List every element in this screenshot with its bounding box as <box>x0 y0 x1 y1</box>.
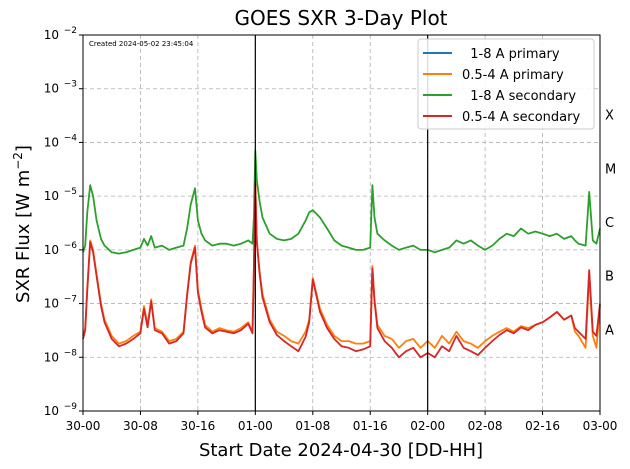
plot-frame <box>82 34 601 412</box>
y-tick-label: 10 <box>44 404 59 418</box>
y-tick-label: 10 <box>44 297 59 311</box>
flare-class-label: A <box>605 323 614 338</box>
y-tick-exponent: −4 <box>64 133 78 143</box>
y-tick-label: 10 <box>44 135 59 149</box>
legend: 1-8 A primary 0.5-4 A primary 1-8 A secon… <box>417 38 595 130</box>
x-tick-label: 30-08 <box>123 419 158 433</box>
flare-class-label: M <box>605 162 616 177</box>
legend-label: 1-8 A secondary <box>462 89 576 104</box>
y-axis-label: SXR Flux [W m−2] <box>11 145 34 303</box>
series-line-1 <box>82 181 601 349</box>
y-tick-exponent: −6 <box>64 241 78 251</box>
legend-label: 1-8 A primary <box>462 47 560 62</box>
x-tick-label: 02-16 <box>525 419 560 433</box>
legend-box <box>417 38 595 130</box>
x-tick-label: 02-08 <box>468 419 503 433</box>
series-line-3 <box>82 182 601 359</box>
y-tick-exponent: −3 <box>64 80 77 90</box>
y-tick-label: 10 <box>44 28 59 42</box>
x-tick-label: 01-08 <box>295 419 330 433</box>
flare-class-label: B <box>605 270 614 285</box>
y-axis-label-main: SXR Flux [W m <box>13 170 34 303</box>
y-tick-label: 10 <box>44 243 59 257</box>
chart-title: GOES SXR 3-Day Plot <box>234 6 447 30</box>
y-axis-ticks: 10 −9 10 −8 10 −7 10 −6 10 −5 10 −4 10 −3 10 −2 <box>44 26 83 418</box>
y-tick-exponent: −9 <box>64 402 78 412</box>
x-tick-label: 03-00 <box>583 419 618 433</box>
x-axis-label: Start Date 2024-04-30 [DD-HH] <box>199 440 483 461</box>
legend-label: 0.5-4 A secondary <box>462 110 580 125</box>
x-axis-ticks: 30-00 30-08 30-16 01-00 01-08 01-16 02-00 02-08… <box>66 411 618 433</box>
created-timestamp: Created 2024-05-02 23:45:04 <box>89 40 194 48</box>
legend-label: 0.5-4 A primary <box>462 68 564 83</box>
y-tick-label: 10 <box>44 82 59 96</box>
y-tick-exponent: −5 <box>64 187 77 197</box>
y-tick-exponent: −8 <box>64 348 78 358</box>
y-tick-exponent: −7 <box>64 295 77 305</box>
x-tick-label: 02-00 <box>410 419 445 433</box>
x-tick-label: 01-16 <box>353 419 388 433</box>
y-tick-label: 10 <box>44 350 59 364</box>
y-tick-label: 10 <box>44 189 59 203</box>
flare-class-label: C <box>605 216 614 231</box>
x-tick-label: 30-16 <box>180 419 215 433</box>
flare-class-labels: A B C M X <box>605 109 616 339</box>
series-line-2 <box>82 149 601 255</box>
series-lines <box>82 149 601 359</box>
y-axis-label-close: ] <box>13 145 34 152</box>
x-tick-label: 30-00 <box>66 419 101 433</box>
y-axis-label-exponent: −2 <box>11 152 25 170</box>
x-tick-label: 01-00 <box>238 419 273 433</box>
y-tick-exponent: −2 <box>64 26 77 36</box>
flare-class-label: X <box>605 109 614 124</box>
